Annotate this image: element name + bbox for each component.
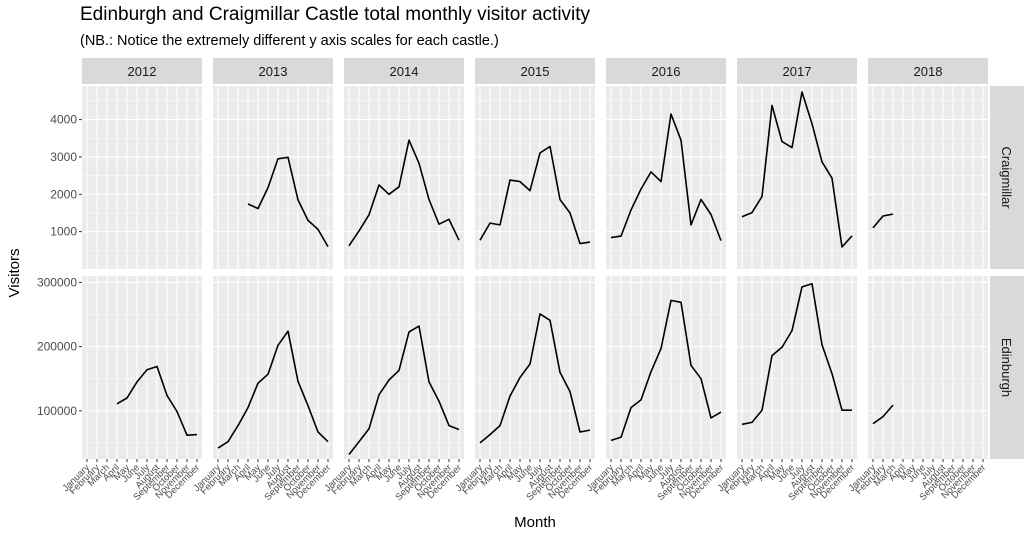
year-strip-label: 2014 [390, 64, 419, 79]
panel-craigmillar-2016 [606, 86, 726, 269]
year-strip-2015 [475, 58, 595, 84]
series-line-craigmillar-2018 [872, 213, 894, 229]
y-axis-label: Visitors [6, 249, 23, 298]
panel-craigmillar-2013 [213, 86, 333, 269]
chart-title: Edinburgh and Craigmillar Castle total m… [80, 4, 591, 25]
y-tick-label: 100000 [37, 404, 77, 418]
year-strip-label: 2013 [259, 64, 288, 79]
series-line-edinburgh-2013 [217, 330, 329, 449]
panel-background [344, 276, 464, 459]
panel-edinburgh-2014 [344, 276, 464, 459]
panel-craigmillar-2014 [344, 86, 464, 269]
castle-strip-edinburgh [990, 276, 1024, 459]
panel-edinburgh-2012 [82, 276, 202, 459]
panel-background [475, 86, 595, 269]
y-tick-label: 300000 [37, 275, 77, 289]
series-line-edinburgh-2012 [116, 365, 198, 437]
y-tick-label: 4000 [50, 113, 77, 127]
year-strip-2012 [82, 58, 202, 84]
series-line-edinburgh-2014 [348, 325, 460, 455]
facet-panels [82, 86, 988, 459]
series-line-craigmillar-2017 [741, 91, 853, 248]
panel-craigmillar-2015 [475, 86, 595, 269]
series-line-craigmillar-2013 [247, 156, 329, 248]
panel-craigmillar-2017 [737, 86, 857, 269]
year-strip-2013 [213, 58, 333, 84]
panel-edinburgh-2016 [606, 276, 726, 459]
year-strip-label: 2015 [521, 64, 550, 79]
year-strip-2017 [737, 58, 857, 84]
panel-edinburgh-2013 [213, 276, 333, 459]
panel-background [868, 86, 988, 269]
facet-strips: 2012 2013 2014 2015 2016 2017 2018 Craigmillar E… [82, 58, 1024, 459]
year-strip-2014 [344, 58, 464, 84]
panel-background [82, 276, 202, 459]
castle-strip-craigmillar [990, 86, 1024, 269]
year-strip-label: 2016 [652, 64, 681, 79]
series-line-edinburgh-2018 [872, 404, 894, 425]
panel-background [82, 86, 202, 269]
series-line-edinburgh-2017 [741, 282, 852, 426]
panel-edinburgh-2015 [475, 276, 595, 459]
y-tick-label: 1000 [50, 225, 77, 239]
chart-subtitle: (NB.: Notice the extremely different y a… [80, 33, 499, 49]
castle-strip-label: Craigmillar [999, 146, 1014, 209]
panel-background [868, 276, 988, 459]
year-strip-label: 2012 [128, 64, 157, 79]
panel-background [606, 276, 726, 459]
y-tick-label: 200000 [37, 340, 77, 354]
y-tick-label: 3000 [50, 150, 77, 164]
year-strip-label: 2018 [914, 64, 943, 79]
series-line-craigmillar-2016 [610, 113, 722, 241]
panel-background [213, 276, 333, 459]
panel-background [737, 86, 857, 269]
y-tick-label: 2000 [50, 187, 77, 201]
panel-background [606, 86, 726, 269]
series-line-craigmillar-2015 [479, 145, 591, 245]
x-axis-label: Month [514, 514, 556, 531]
panel-background [213, 86, 333, 269]
series-line-edinburgh-2015 [479, 313, 591, 444]
panel-craigmillar-2018 [868, 86, 988, 269]
year-strip-label: 2017 [783, 64, 812, 79]
year-strip-2018 [868, 58, 988, 84]
panel-background [344, 86, 464, 269]
panel-edinburgh-2018 [868, 276, 988, 459]
y-axes: 1000 2000 3000 4000 100000 200000 300000 [37, 113, 82, 418]
year-strip-2016 [606, 58, 726, 84]
castle-strip-label: Edinburgh [999, 338, 1014, 397]
panel-background [737, 276, 857, 459]
panel-edinburgh-2017 [737, 276, 857, 459]
series-line-craigmillar-2014 [348, 139, 460, 247]
x-axes: JanuaryFebruaryMarchAprilMayJuneJulyAugu… [60, 459, 988, 503]
panel-craigmillar-2012 [82, 86, 202, 269]
panel-background [475, 276, 595, 459]
series-line-edinburgh-2016 [610, 299, 722, 442]
